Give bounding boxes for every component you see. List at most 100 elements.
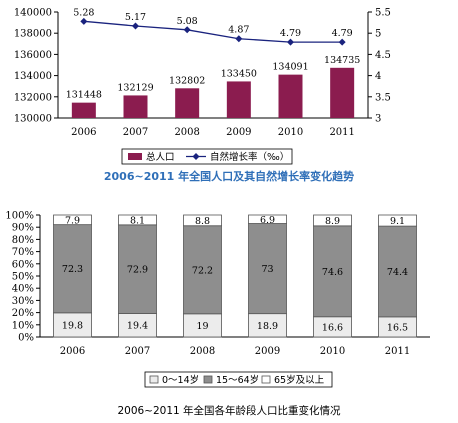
age-segment-value-label: 19.4 <box>127 321 148 332</box>
left-axis-tick-label: 130000 <box>14 114 52 125</box>
legend-label: 0～14岁 <box>162 374 199 386</box>
right-axis-tick-label: 5.5 <box>375 8 391 19</box>
left-axis-tick-label: 138000 <box>14 29 52 40</box>
x-axis-tick-label: 2010 <box>320 346 345 357</box>
x-axis-tick-label: 2008 <box>174 127 199 138</box>
y-axis-tick-label: 40% <box>12 284 34 295</box>
legend-swatch <box>261 375 271 384</box>
population-chart-title: 2006~2011 年全国人口及其自然增长率变化趋势 <box>103 170 355 183</box>
age-segment-bar <box>118 214 157 226</box>
legend-bar-swatch <box>128 153 142 160</box>
x-axis-tick-label: 2009 <box>226 127 251 138</box>
growth-rate-point <box>183 26 191 34</box>
age-segment-bar <box>313 225 352 318</box>
x-axis-tick-label: 2007 <box>125 346 150 357</box>
age-segment-bar <box>378 214 417 227</box>
growth-rate-point <box>132 22 139 30</box>
right-axis-tick-label: 5 <box>375 29 381 40</box>
population-legend: 总人口 自然增长率（‰） <box>121 148 293 165</box>
age-segment-bar <box>53 312 92 338</box>
legend-bar-label: 总人口 <box>146 151 175 163</box>
legend-label: 65岁及以上 <box>274 374 325 386</box>
age-segment-value-label: 9.1 <box>390 216 405 227</box>
y-axis-tick-label: 80% <box>12 235 34 246</box>
legend-box <box>144 371 333 388</box>
x-axis-tick-label: 2011 <box>329 127 354 138</box>
legend-line-label: 自然增长率（‰） <box>210 151 289 163</box>
growth-rate-point <box>338 38 346 46</box>
left-axis-tick-label: 134000 <box>14 71 52 82</box>
x-axis-tick-label: 2010 <box>278 127 303 138</box>
age-segment-value-label: 73 <box>261 264 273 275</box>
left-axis-tick-label: 136000 <box>14 50 52 61</box>
growth-rate-value-label: 5.08 <box>177 16 198 27</box>
left-axis-tick-label: 132000 <box>14 92 52 103</box>
y-axis-tick-label: 0% <box>18 333 34 344</box>
legend-swatch <box>203 375 213 384</box>
age-segment-value-label: 8.1 <box>130 215 145 226</box>
population-value-label: 133450 <box>221 68 257 79</box>
growth-rate-point <box>287 38 294 46</box>
legend-line-marker <box>192 153 200 160</box>
age-segment-bar <box>313 214 352 227</box>
population-bar <box>278 74 303 118</box>
growth-rate-point <box>235 35 243 43</box>
growth-rate-value-label: 4.79 <box>332 28 353 39</box>
age-segment-value-label: 18.9 <box>257 321 278 332</box>
age-segment-bar <box>53 224 92 314</box>
age-segment-value-label: 72.9 <box>127 265 148 276</box>
age-structure-chart: 0% 10%20%30%40%50% 60%70%80%90%100% 19.8 72.… <box>5 211 430 388</box>
y-axis-tick-label: 50% <box>12 272 34 283</box>
growth-rate-line <box>83 20 343 43</box>
age-segment-value-label: 72.3 <box>62 264 83 275</box>
x-axis-tick-label: 2006 <box>71 127 96 138</box>
y-axis-tick-label: 20% <box>12 308 34 319</box>
legend-box <box>121 148 293 165</box>
y-axis-tick-label: 10% <box>12 320 34 331</box>
growth-rate-value-label: 4.79 <box>280 28 301 39</box>
legend-swatch <box>149 375 159 384</box>
population-value-label: 134091 <box>272 62 308 73</box>
population-value-label: 131448 <box>66 90 102 101</box>
age-segment-bar <box>378 225 417 318</box>
age-segment-value-label: 19 <box>196 321 208 332</box>
age-segment-value-label: 74.6 <box>322 267 343 278</box>
age-segment-bar <box>183 214 222 227</box>
population-bar <box>123 95 148 118</box>
population-value-label: 134735 <box>324 55 360 66</box>
age-segment-value-label: 16.5 <box>387 322 408 333</box>
right-axis-tick-label: 3 <box>375 114 381 125</box>
population-bar <box>226 81 251 118</box>
population-bar <box>175 88 200 118</box>
age-segment-value-label: 72.2 <box>192 265 213 276</box>
population-bar <box>330 67 355 118</box>
left-axis-tick-label: 140000 <box>14 8 52 19</box>
age-segment-value-label: 74.4 <box>387 267 408 278</box>
growth-rate-point <box>80 17 88 25</box>
age-segment-bar <box>118 224 157 314</box>
age-segment-value-label: 19.8 <box>62 320 83 331</box>
y-axis-tick-label: 100% <box>5 211 34 222</box>
x-axis-tick-label: 2006 <box>60 346 85 357</box>
x-axis-tick-label: 2011 <box>385 346 410 357</box>
population-value-label: 132802 <box>169 75 205 86</box>
age-segment-bar <box>248 223 287 315</box>
growth-rate-value-label: 4.87 <box>228 25 249 36</box>
y-axis-tick-label: 90% <box>12 223 34 234</box>
population-bar <box>71 102 96 118</box>
age-segment-bar <box>183 225 222 315</box>
x-axis-tick-label: 2007 <box>123 127 148 138</box>
right-axis-tick-label: 3.5 <box>375 92 391 103</box>
age-segment-value-label: 8.9 <box>325 216 340 227</box>
right-axis-tick-label: 4 <box>375 71 381 82</box>
x-axis-tick-label: 2008 <box>190 346 215 357</box>
age-structure-chart-title: 2006~2011 年全国各年龄段人口比重变化情况 <box>117 405 341 417</box>
y-axis-tick-label: 70% <box>12 247 34 258</box>
age-segment-value-label: 6.9 <box>260 215 275 226</box>
legend-label: 15～64岁 <box>216 374 259 386</box>
age-segment-bar <box>53 214 92 226</box>
growth-rate-value-label: 5.28 <box>73 7 94 18</box>
right-axis-tick-label: 4.5 <box>375 50 391 61</box>
growth-rate-value-label: 5.17 <box>125 12 146 23</box>
age-segment-value-label: 7.9 <box>65 215 80 226</box>
